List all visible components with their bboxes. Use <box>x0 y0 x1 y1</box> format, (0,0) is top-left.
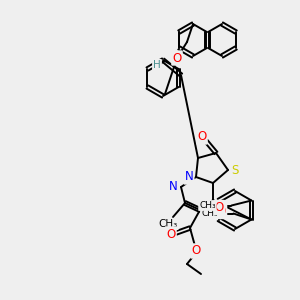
Text: O: O <box>215 201 224 214</box>
Text: CH₃: CH₃ <box>199 201 216 210</box>
Text: O: O <box>167 227 176 241</box>
Text: S: S <box>231 164 239 176</box>
Text: CH₃: CH₃ <box>158 219 178 229</box>
Text: N: N <box>184 170 194 184</box>
Text: O: O <box>191 244 201 257</box>
Text: H: H <box>153 60 161 70</box>
Text: N: N <box>169 181 177 194</box>
Text: O: O <box>172 52 182 64</box>
Text: O: O <box>217 205 226 218</box>
Text: O: O <box>197 130 207 143</box>
Text: CH₃: CH₃ <box>201 209 218 218</box>
